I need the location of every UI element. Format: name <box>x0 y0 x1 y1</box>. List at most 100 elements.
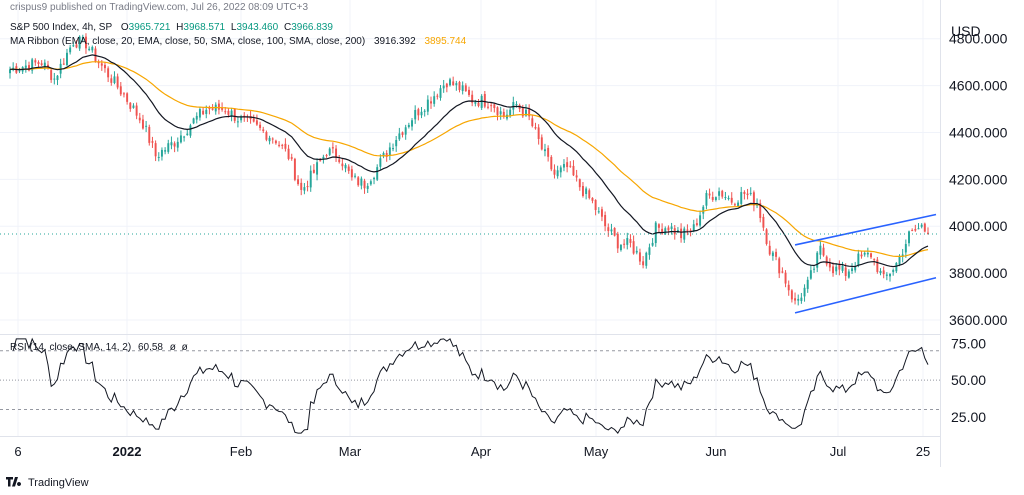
candle-body <box>632 241 635 254</box>
candle-body <box>803 287 806 297</box>
candle-body <box>667 227 670 231</box>
candle-body <box>699 215 702 226</box>
candle-body <box>540 137 543 150</box>
candle-body <box>395 140 398 147</box>
candle-body <box>119 86 122 95</box>
candle-body <box>72 45 75 47</box>
candle-body <box>268 137 271 142</box>
rsi-label: RSI (14, close, SMA, 14, 2) <box>10 342 132 353</box>
candle-body <box>752 192 755 206</box>
candle-body <box>113 76 116 83</box>
candle-body <box>762 216 765 228</box>
candle-body <box>461 85 464 91</box>
candle-body <box>173 143 176 147</box>
candle-body <box>781 271 784 273</box>
candle-body <box>430 101 432 104</box>
candle-body <box>860 254 863 257</box>
candle-body <box>657 224 660 228</box>
candle-body <box>107 68 110 78</box>
candle-body <box>844 267 847 276</box>
time-tick-label: May <box>584 444 609 459</box>
candle-body <box>233 108 236 121</box>
candle-body <box>252 118 255 122</box>
candle-body <box>879 270 882 274</box>
candle-body <box>31 59 34 71</box>
candle-body <box>97 61 100 64</box>
candle-body <box>613 228 616 236</box>
candle-body <box>373 177 376 180</box>
candle-body <box>297 179 300 185</box>
candle-body <box>702 206 705 214</box>
candle-body <box>385 153 388 157</box>
candle-body <box>547 147 550 157</box>
candle-body <box>857 253 860 266</box>
candle-body <box>312 169 315 173</box>
candle-body <box>259 124 262 128</box>
candle-body <box>528 109 531 117</box>
candle-body <box>56 75 59 81</box>
candle-body <box>221 107 224 110</box>
candle-body <box>784 272 787 284</box>
candle-body <box>588 190 591 198</box>
trend-channel <box>0 213 940 314</box>
ema20-value: 3916.392 <box>373 36 416 47</box>
candle-body <box>496 107 499 116</box>
ma-ribbon <box>9 54 929 268</box>
candle-body <box>423 110 426 112</box>
candle-body <box>217 103 220 110</box>
candle-body <box>167 143 170 152</box>
candle-body <box>923 223 926 232</box>
candle-body <box>635 250 638 253</box>
candle-body <box>733 204 736 206</box>
candle-body <box>604 214 607 227</box>
candle-body <box>597 211 600 213</box>
candle-body <box>290 157 293 159</box>
candle-body <box>594 199 597 211</box>
price-candles <box>9 33 929 306</box>
candle-body <box>240 116 243 121</box>
candle-body <box>183 136 186 138</box>
candle-body <box>300 182 303 190</box>
candle-body <box>499 111 502 115</box>
candle-body <box>525 109 527 116</box>
candle-body <box>198 109 201 118</box>
candle-body <box>600 209 603 217</box>
publisher-line: crispus9 published on TradingView.com, J… <box>10 2 309 13</box>
candle-body <box>705 193 708 206</box>
candle-body <box>357 177 360 186</box>
candle-body <box>452 81 455 86</box>
candle-body <box>581 186 584 196</box>
candle-body <box>88 48 91 51</box>
candle-body <box>794 298 797 301</box>
candle-body <box>34 60 37 63</box>
candle-body <box>502 111 505 117</box>
candle-body <box>12 67 15 69</box>
candle-body <box>202 110 205 115</box>
candle-body <box>543 149 546 152</box>
candle-body <box>920 224 923 227</box>
candle-body <box>255 120 258 125</box>
price-axis: USD 3600.000 3800.000 4000.000 4200.000 4400… <box>949 23 1008 328</box>
rsi-tick-label: 75.00 <box>951 335 986 351</box>
candle-body <box>116 76 119 88</box>
candle-body <box>686 229 689 231</box>
candle-body <box>487 106 489 108</box>
candle-body <box>619 244 622 251</box>
candle-body <box>91 46 94 51</box>
candle-body <box>692 224 695 231</box>
candle-body <box>366 185 369 189</box>
candle-body <box>50 70 53 80</box>
candle-body <box>186 133 189 136</box>
candle-body <box>746 193 749 196</box>
candle-body <box>138 117 141 121</box>
candle-body <box>407 125 410 128</box>
candle-body <box>854 266 857 271</box>
candle-body <box>417 109 420 116</box>
candle-body <box>154 143 157 157</box>
symbol-name: S&P 500 Index, 4h, SP <box>10 22 113 33</box>
chart-grid <box>0 0 940 436</box>
candle-body <box>531 118 534 127</box>
candle-body <box>898 255 901 265</box>
ma-ribbon-legend: MA Ribbon (EMA, close, 20, EMA, close, 5… <box>10 35 466 48</box>
